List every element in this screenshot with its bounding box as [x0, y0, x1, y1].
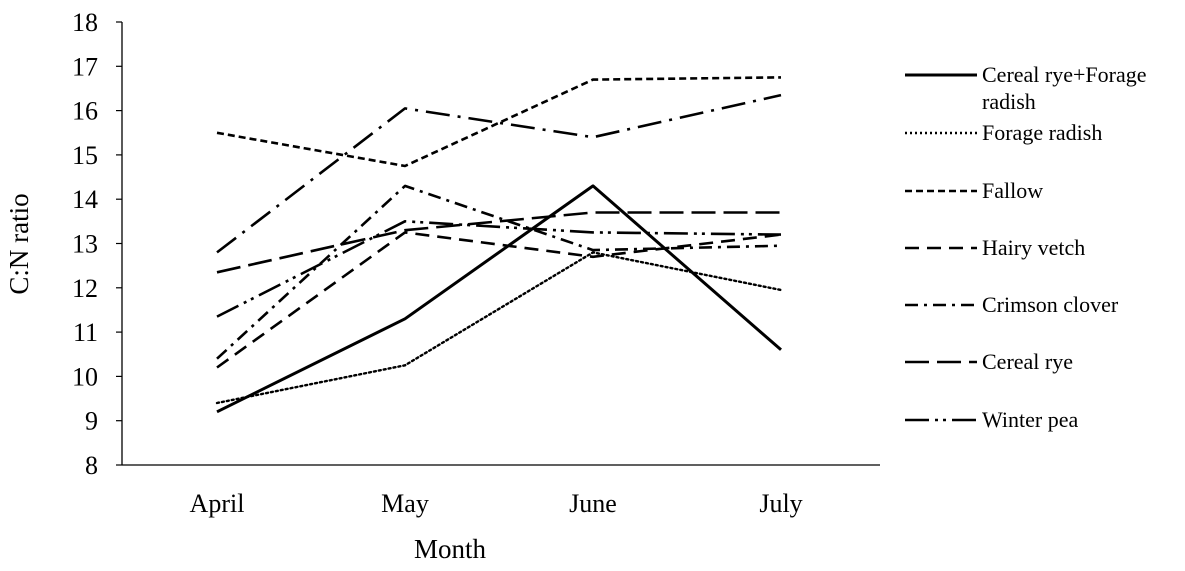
- series-line: [216, 184, 782, 414]
- y-tick-label: 8: [85, 451, 98, 480]
- y-tick-label: 9: [85, 407, 98, 436]
- y-tick-label: 18: [72, 8, 98, 37]
- x-tick-label: April: [190, 489, 245, 518]
- legend-label: Hairy vetch: [982, 235, 1085, 260]
- legend-label: radish: [982, 89, 1036, 114]
- x-tick-labels: April May June July: [190, 489, 803, 518]
- series-line: [216, 231, 782, 369]
- series-line: [216, 76, 782, 168]
- legend-label: Cereal rye: [982, 349, 1073, 374]
- y-tick-label: 14: [72, 185, 98, 214]
- legend-label: Cereal rye+Forage: [982, 62, 1147, 87]
- x-axis-title: Month: [414, 534, 487, 564]
- y-tick-label: 15: [72, 141, 98, 170]
- x-tick-label: May: [381, 489, 429, 518]
- y-axis-title: C:N ratio: [4, 193, 34, 294]
- x-tick-label: July: [759, 489, 802, 518]
- y-tick-label: 10: [72, 362, 98, 391]
- legend-label: Crimson clover: [982, 292, 1119, 317]
- series-line: [216, 220, 782, 318]
- y-tick-label: 12: [72, 274, 98, 303]
- series-lines: [215, 76, 783, 414]
- y-tick-label: 16: [72, 97, 98, 126]
- series-line: [216, 93, 782, 254]
- x-tick-label: June: [569, 489, 617, 518]
- y-tick-label: 17: [72, 52, 98, 81]
- series-line: [216, 211, 781, 274]
- legend-label: Fallow: [982, 178, 1043, 203]
- y-tick-label: 13: [72, 230, 98, 259]
- series-line: [215, 251, 783, 405]
- legend-label: Forage radish: [982, 120, 1102, 145]
- y-tick-labels: 8 9 10 11 12 13 14 15 16 17 18: [72, 8, 122, 480]
- legend-label: Winter pea: [982, 407, 1078, 432]
- y-tick-label: 11: [73, 318, 98, 347]
